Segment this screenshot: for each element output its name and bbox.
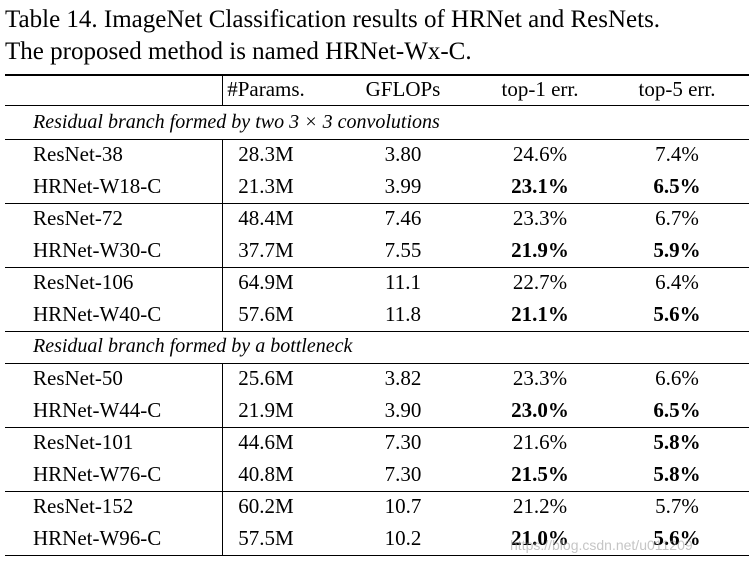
caption-line-1: Table 14. ImageNet Classification result…: [5, 6, 661, 33]
top1-error: 23.3%: [512, 366, 568, 390]
params-value: 25.6M: [238, 366, 294, 390]
column-separator: [222, 203, 223, 267]
column-header: GFLOPs: [365, 77, 441, 101]
top1-error: 21.0%: [511, 526, 569, 550]
column-separator: [222, 427, 223, 491]
gflops-value: 3.99: [384, 174, 422, 198]
top1-error: 21.2%: [512, 494, 568, 518]
column-header: top-1 err.: [501, 77, 579, 101]
top1-error: 24.6%: [512, 142, 568, 166]
model-name: ResNet-72: [33, 206, 123, 230]
table-rule: [5, 74, 749, 76]
top1-error: 23.3%: [512, 206, 568, 230]
section-title: Residual branch formed by a bottleneck: [33, 335, 353, 357]
top5-error: 6.5%: [653, 398, 701, 422]
table-rule: [5, 491, 749, 492]
top1-error: 22.7%: [512, 270, 568, 294]
model-name: HRNet-W44-C: [33, 398, 162, 422]
model-name: HRNet-W76-C: [33, 462, 162, 486]
top5-error: 6.5%: [653, 174, 701, 198]
column-header: #Params.: [227, 77, 305, 101]
params-value: 64.9M: [238, 270, 294, 294]
column-separator: [222, 363, 223, 427]
gflops-value: 10.7: [384, 494, 422, 518]
model-name: ResNet-38: [33, 142, 123, 166]
top1-error: 23.1%: [511, 174, 569, 198]
model-name: ResNet-106: [33, 270, 134, 294]
watermark: https://blog.csdn.net/u011209: [510, 537, 693, 553]
top5-error: 6.7%: [655, 206, 699, 230]
column-separator: [222, 76, 223, 106]
top1-error: 21.9%: [511, 238, 569, 262]
column-separator: [222, 139, 223, 203]
params-value: 57.5M: [238, 526, 294, 550]
table-rule: [5, 363, 749, 364]
top5-error: 5.8%: [653, 430, 701, 454]
top1-error: 23.0%: [511, 398, 569, 422]
gflops-value: 7.46: [384, 206, 422, 230]
params-value: 37.7M: [238, 238, 294, 262]
gflops-value: 11.8: [385, 302, 421, 326]
table-rule: [5, 139, 749, 140]
params-value: 21.9M: [238, 398, 294, 422]
model-name: HRNet-W40-C: [33, 302, 162, 326]
top1-error: 21.6%: [512, 430, 568, 454]
top5-error: 5.6%: [653, 302, 701, 326]
gflops-value: 7.30: [384, 430, 422, 454]
table-rule: [5, 331, 749, 332]
gflops-value: 3.80: [384, 142, 422, 166]
params-value: 28.3M: [238, 142, 294, 166]
gflops-value: 3.82: [384, 366, 422, 390]
table-caption: Table 14. ImageNet Classification result…: [5, 4, 750, 68]
section-title: Residual branch formed by two 3 × 3 conv…: [33, 111, 440, 133]
gflops-value: 7.30: [384, 462, 422, 486]
table-rule: [5, 203, 749, 204]
top5-error: 6.6%: [655, 366, 699, 390]
gflops-value: 3.90: [384, 398, 422, 422]
model-name: ResNet-50: [33, 366, 123, 390]
top5-error: 6.4%: [655, 270, 699, 294]
params-value: 57.6M: [238, 302, 294, 326]
top5-error: 5.6%: [653, 526, 701, 550]
params-value: 60.2M: [238, 494, 294, 518]
caption-line-2: The proposed method is named HRNet-Wx-C.: [5, 38, 472, 65]
column-separator: [222, 267, 223, 331]
top5-error: 5.9%: [653, 238, 701, 262]
column-separator: [222, 491, 223, 555]
model-name: ResNet-152: [33, 494, 134, 518]
top5-error: 5.8%: [653, 462, 701, 486]
gflops-value: 11.1: [385, 270, 421, 294]
params-value: 44.6M: [238, 430, 294, 454]
params-value: 40.8M: [238, 462, 294, 486]
table-rule: [5, 555, 749, 556]
column-header: top-5 err.: [638, 77, 716, 101]
gflops-value: 7.55: [384, 238, 422, 262]
top5-error: 5.7%: [655, 494, 699, 518]
model-name: HRNet-W96-C: [33, 526, 162, 550]
model-name: HRNet-W30-C: [33, 238, 162, 262]
table-rule: [5, 105, 749, 106]
gflops-value: 10.2: [384, 526, 422, 550]
params-value: 48.4M: [238, 206, 294, 230]
model-name: ResNet-101: [33, 430, 134, 454]
table-rule: [5, 267, 749, 268]
top1-error: 21.1%: [511, 302, 569, 326]
top5-error: 7.4%: [655, 142, 699, 166]
table-rule: [5, 427, 749, 428]
model-name: HRNet-W18-C: [33, 174, 162, 198]
top1-error: 21.5%: [511, 462, 569, 486]
params-value: 21.3M: [238, 174, 294, 198]
